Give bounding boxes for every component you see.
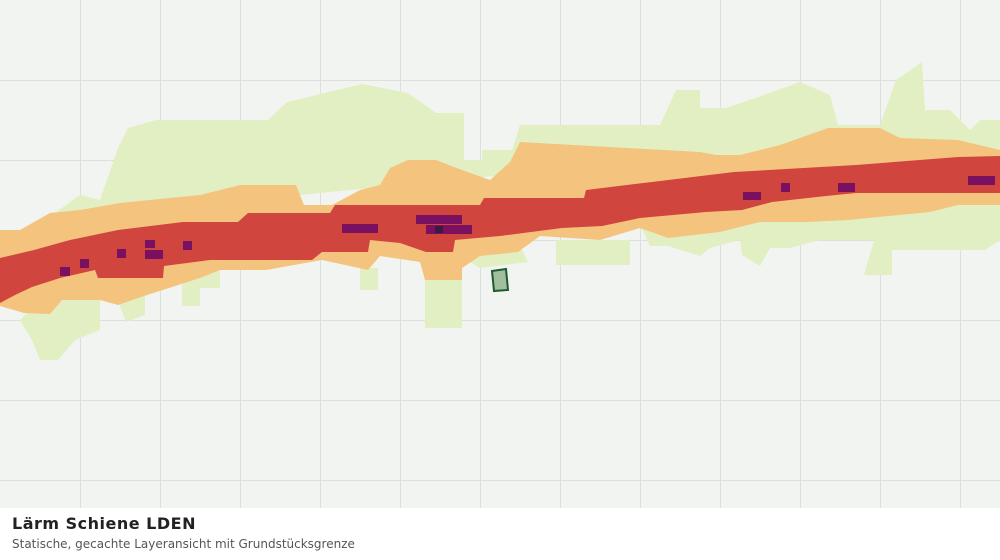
noise-area bbox=[80, 259, 89, 268]
caption-subtitle: Statische, gecachte Layeransicht mit Gru… bbox=[12, 537, 355, 551]
noise-area bbox=[52, 62, 1000, 215]
noise-area bbox=[556, 240, 630, 265]
noise-area bbox=[183, 241, 192, 250]
noise-area bbox=[435, 226, 443, 233]
noise-area bbox=[145, 250, 163, 259]
noise-area bbox=[781, 183, 790, 192]
noise-area bbox=[416, 215, 462, 224]
map-caption: Lärm Schiene LDEN Statische, gecachte La… bbox=[0, 508, 1000, 560]
noise-area bbox=[145, 240, 155, 248]
noise-area bbox=[60, 267, 70, 276]
noise-zone-very-high bbox=[60, 176, 995, 276]
noise-area bbox=[743, 192, 761, 200]
parcel-boundary bbox=[490, 267, 510, 293]
noise-area bbox=[425, 280, 462, 328]
noise-area bbox=[117, 249, 126, 258]
noise-area bbox=[342, 224, 378, 233]
caption-title: Lärm Schiene LDEN bbox=[12, 514, 196, 533]
noise-area bbox=[360, 268, 378, 290]
noise-area bbox=[426, 225, 472, 234]
noise-area bbox=[838, 183, 855, 192]
noise-area bbox=[968, 176, 995, 185]
map-view bbox=[0, 0, 1000, 508]
